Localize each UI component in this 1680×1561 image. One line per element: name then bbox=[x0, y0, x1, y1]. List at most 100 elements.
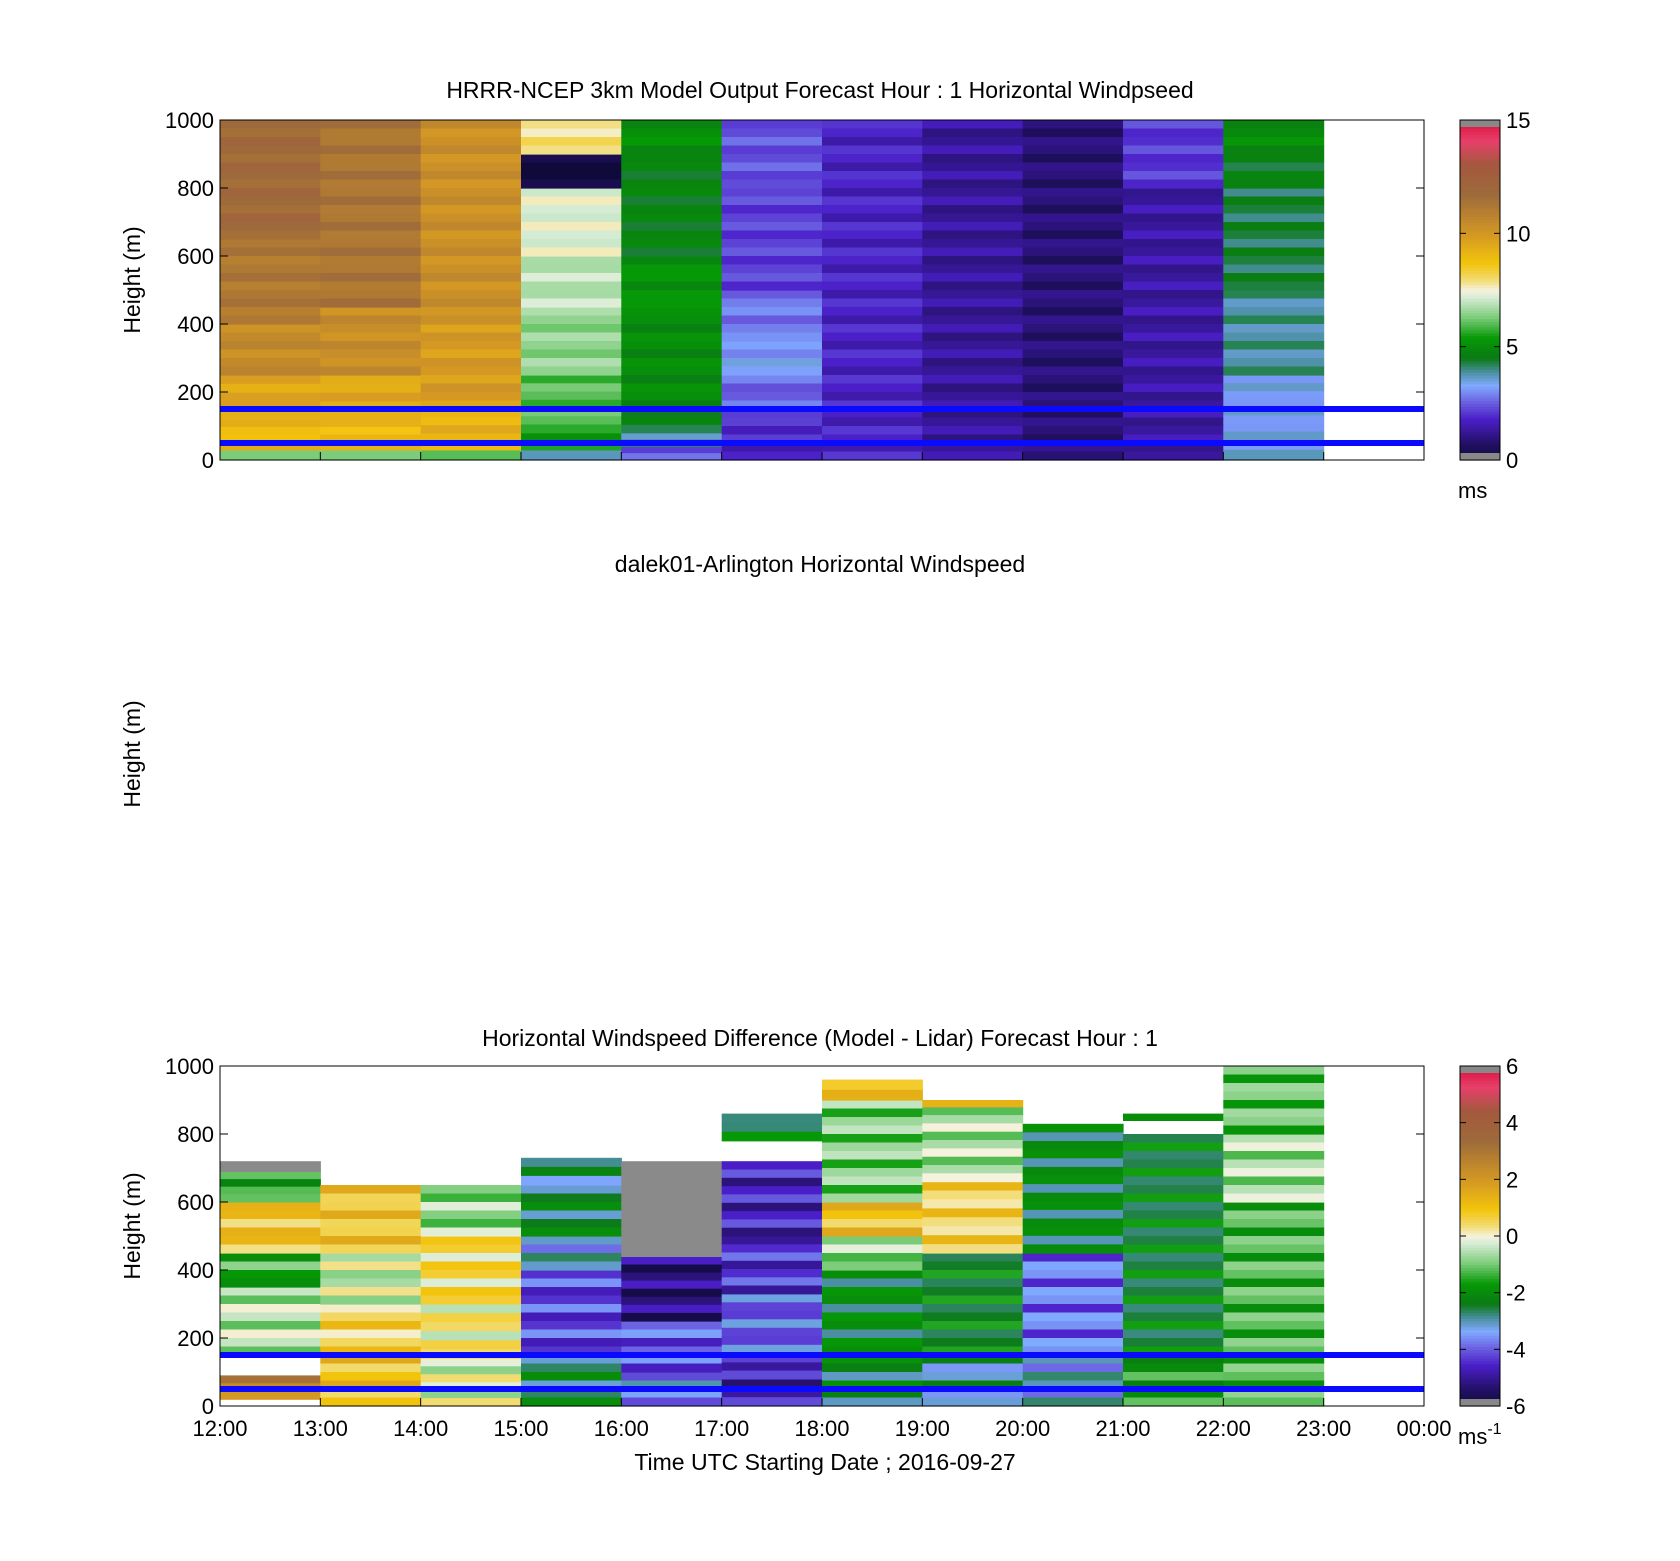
heatmap-cell bbox=[320, 1253, 422, 1263]
heatmap-cell bbox=[220, 247, 321, 257]
heatmap-cell bbox=[922, 281, 1024, 291]
heatmap-cell bbox=[320, 1244, 422, 1254]
heatmap-cell bbox=[1223, 247, 1325, 257]
heatmap-cell bbox=[320, 179, 422, 189]
heatmap-cell bbox=[822, 417, 923, 427]
colorbar-tick-label: 5 bbox=[1506, 335, 1518, 360]
heatmap-cell bbox=[1123, 1338, 1224, 1348]
heatmap-cell bbox=[1022, 298, 1124, 308]
heatmap-cell bbox=[721, 443, 823, 453]
heatmap-cell bbox=[420, 1340, 522, 1350]
heatmap-cell bbox=[822, 120, 923, 130]
heatmap-cell bbox=[220, 1261, 321, 1271]
colorbar-band bbox=[1460, 304, 1500, 308]
colorbar-band bbox=[1460, 210, 1500, 215]
heatmap-cell bbox=[1123, 1380, 1224, 1390]
heatmap-cell bbox=[621, 1169, 723, 1180]
heatmap-cell bbox=[922, 298, 1024, 308]
heatmap-cell bbox=[320, 1380, 422, 1390]
y-tick-label: 0 bbox=[202, 1394, 214, 1419]
heatmap-cell bbox=[1022, 1270, 1124, 1280]
heatmap-cell bbox=[1223, 1312, 1325, 1322]
colorbar-band bbox=[1460, 1363, 1500, 1367]
heatmap-cell bbox=[922, 1380, 1024, 1390]
heatmap-cell bbox=[521, 349, 622, 359]
heatmap-cell bbox=[1123, 1168, 1224, 1178]
heatmap-cell bbox=[420, 1236, 522, 1246]
colorbar-band bbox=[1460, 1253, 1500, 1257]
heatmap-cell bbox=[521, 1287, 622, 1297]
heatmap-cell bbox=[1022, 341, 1124, 351]
heatmap-cell bbox=[1123, 1244, 1224, 1254]
heatmap-cell bbox=[420, 1322, 522, 1332]
heatmap-cell bbox=[822, 1312, 923, 1322]
heatmap-cell bbox=[1123, 417, 1224, 427]
heatmap-cell bbox=[420, 324, 522, 334]
heatmap-cell bbox=[220, 188, 321, 198]
heatmap-cell bbox=[721, 1293, 823, 1303]
heatmap-cell bbox=[822, 1261, 923, 1271]
heatmap-cell bbox=[320, 332, 422, 342]
heatmap-cell bbox=[822, 1346, 923, 1356]
heatmap-cell bbox=[521, 1321, 622, 1331]
heatmap-cell bbox=[721, 179, 823, 189]
colorbar-band bbox=[1460, 193, 1500, 198]
heatmap-cell bbox=[320, 324, 422, 334]
y-tick-label: 1000 bbox=[165, 108, 214, 133]
colorbar-band bbox=[1460, 1318, 1500, 1322]
heatmap-cell bbox=[621, 1247, 723, 1257]
colorbar-band bbox=[1460, 1321, 1500, 1325]
heatmap-cell bbox=[420, 392, 522, 402]
heatmap-cell bbox=[320, 1389, 422, 1399]
heatmap-cell bbox=[220, 1210, 321, 1220]
heatmap-cell bbox=[621, 213, 723, 223]
heatmap-cell bbox=[1123, 145, 1224, 155]
heatmap-cell bbox=[822, 1287, 923, 1297]
heatmap-cell bbox=[320, 1193, 422, 1203]
colorbar-band bbox=[1460, 1261, 1500, 1265]
colorbar-band bbox=[1460, 1193, 1500, 1197]
colorbar: -6 -4 -2 0 2 4 6 ms-1 bbox=[1458, 1054, 1526, 1449]
colorbar-band bbox=[1460, 1219, 1500, 1223]
heatmap-cell bbox=[1022, 1149, 1124, 1159]
heatmap-cell bbox=[1022, 1312, 1124, 1322]
heatmap-cell bbox=[1022, 1218, 1124, 1228]
heatmap-cell bbox=[521, 332, 622, 342]
heatmap-cell bbox=[822, 400, 923, 410]
heatmap-cell bbox=[922, 264, 1024, 274]
colorbar-band bbox=[1460, 309, 1500, 314]
colorbar-band bbox=[1460, 1213, 1500, 1217]
heatmap-cell bbox=[922, 213, 1024, 223]
heatmap-cell bbox=[1123, 392, 1224, 402]
heatmap-cell bbox=[320, 1295, 422, 1305]
heatmap-cell bbox=[1223, 273, 1325, 283]
heatmap-cell bbox=[320, 137, 422, 147]
heatmap-cell bbox=[922, 205, 1024, 215]
colorbar-band bbox=[1460, 298, 1500, 302]
heatmap-cell bbox=[822, 341, 923, 351]
colorbar-band bbox=[1460, 185, 1500, 189]
heatmap-cell bbox=[521, 375, 622, 384]
heatmap-cell bbox=[1022, 213, 1124, 223]
heatmap-cell bbox=[1123, 375, 1224, 385]
heatmap-cell bbox=[721, 239, 823, 249]
heatmap-cell bbox=[822, 1125, 923, 1135]
heatmap-cell bbox=[420, 1304, 522, 1314]
heatmap-cell bbox=[621, 1239, 723, 1249]
colorbar-band bbox=[1460, 414, 1500, 419]
heatmap-cell bbox=[822, 366, 923, 376]
heatmap-cell bbox=[621, 264, 723, 274]
heatmap-cell bbox=[1022, 1355, 1124, 1365]
heatmap-cell bbox=[521, 1219, 622, 1229]
heatmap-cell bbox=[521, 1210, 622, 1220]
heatmap-cell bbox=[1022, 1397, 1124, 1407]
heatmap-cell bbox=[1022, 128, 1124, 138]
heatmap-cell bbox=[521, 1157, 622, 1168]
heatmap-cell bbox=[922, 417, 1024, 427]
heatmap-cell bbox=[1223, 1168, 1325, 1178]
heatmap-cell bbox=[822, 213, 923, 223]
heatmap-cell bbox=[1022, 188, 1124, 198]
heatmap-cell bbox=[721, 1194, 823, 1204]
heatmap-cell bbox=[721, 188, 823, 198]
heatmap-cell bbox=[922, 1190, 1024, 1200]
